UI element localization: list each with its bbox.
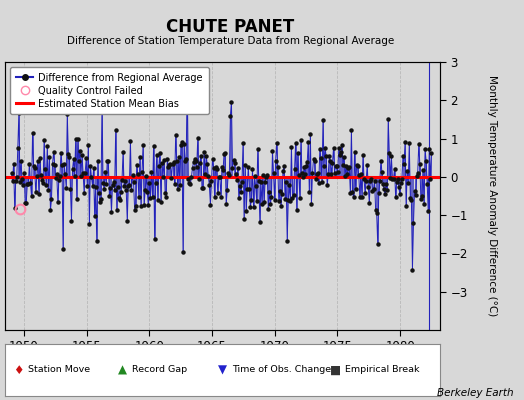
Text: ■: ■ bbox=[330, 364, 341, 376]
Text: Difference of Station Temperature Data from Regional Average: Difference of Station Temperature Data f… bbox=[67, 36, 394, 46]
Text: Empirical Break: Empirical Break bbox=[345, 366, 420, 374]
Text: ▼: ▼ bbox=[218, 364, 227, 376]
Legend: Difference from Regional Average, Quality Control Failed, Estimated Station Mean: Difference from Regional Average, Qualit… bbox=[10, 67, 209, 114]
Text: Time of Obs. Change: Time of Obs. Change bbox=[232, 366, 331, 374]
Text: Station Move: Station Move bbox=[28, 366, 90, 374]
Y-axis label: Monthly Temperature Anomaly Difference (°C): Monthly Temperature Anomaly Difference (… bbox=[487, 75, 497, 317]
Text: ▲: ▲ bbox=[118, 364, 127, 376]
Text: ♦: ♦ bbox=[13, 364, 24, 376]
Text: CHUTE PANET: CHUTE PANET bbox=[167, 18, 294, 36]
Text: Berkeley Earth: Berkeley Earth bbox=[437, 388, 514, 398]
Text: Record Gap: Record Gap bbox=[132, 366, 188, 374]
